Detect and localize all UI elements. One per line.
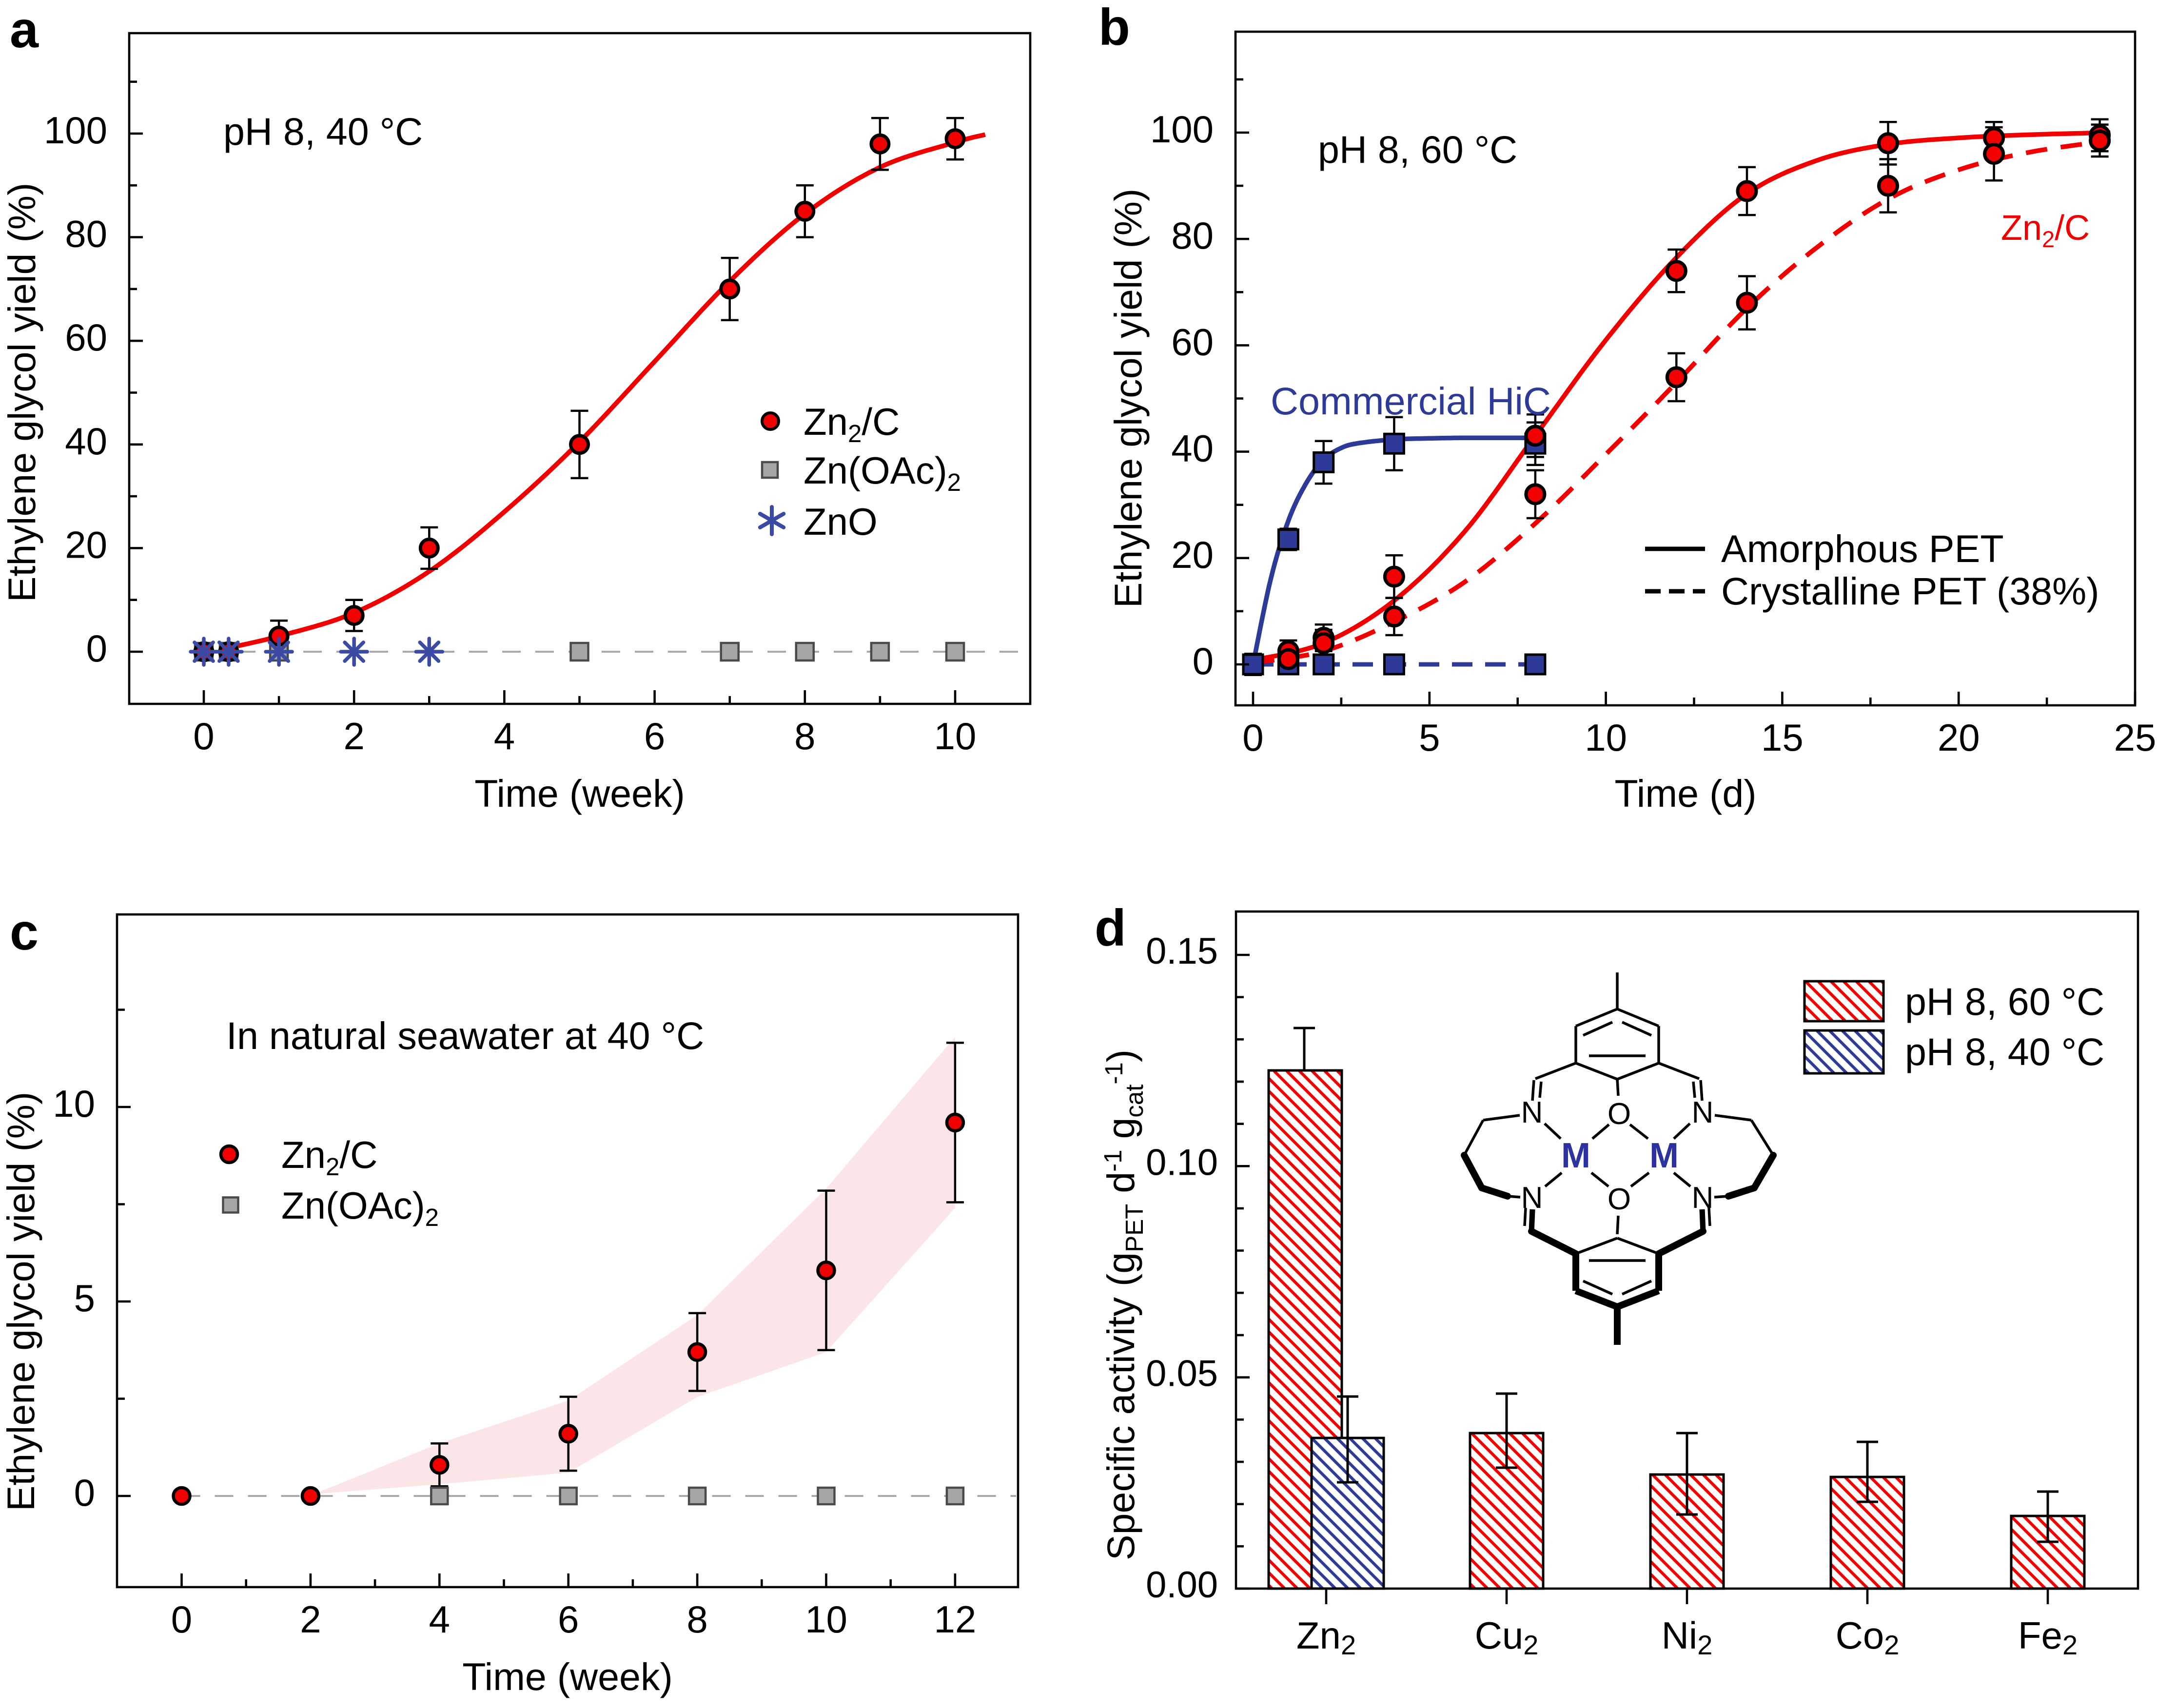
svg-text:Time (week): Time (week) — [474, 772, 685, 815]
svg-text:10: 10 — [805, 1598, 847, 1641]
svg-text:0: 0 — [1193, 640, 1214, 682]
svg-text:15: 15 — [1761, 716, 1804, 759]
svg-text:25: 25 — [2114, 716, 2157, 759]
svg-text:Ethylene glycol yield (%): Ethylene glycol yield (%) — [1106, 189, 1150, 608]
svg-text:Zn2/C: Zn2/C — [804, 400, 900, 447]
svg-text:a: a — [10, 1, 39, 58]
svg-text:20: 20 — [65, 523, 107, 566]
svg-text:Crystalline PET (38%): Crystalline PET (38%) — [1721, 569, 2099, 613]
svg-text:0: 0 — [171, 1598, 192, 1641]
svg-text:0.10: 0.10 — [1146, 1142, 1218, 1183]
svg-text:60: 60 — [1171, 320, 1214, 363]
svg-text:40: 40 — [1171, 427, 1214, 470]
svg-text:10: 10 — [1585, 716, 1627, 759]
svg-text:Co2: Co2 — [1836, 1614, 1900, 1660]
svg-text:c: c — [10, 903, 39, 961]
svg-text:8: 8 — [686, 1598, 707, 1641]
svg-text:Specific activity (gPET d-1 gc: Specific activity (gPET d-1 gcat-1) — [1099, 1049, 1148, 1560]
svg-text:0: 0 — [86, 627, 107, 670]
svg-text:8: 8 — [794, 715, 815, 757]
svg-text:100: 100 — [44, 109, 107, 152]
svg-text:0: 0 — [193, 715, 214, 757]
svg-text:12: 12 — [934, 1598, 977, 1641]
svg-text:pH 8, 60 °C: pH 8, 60 °C — [1318, 128, 1517, 171]
svg-text:0.05: 0.05 — [1146, 1353, 1218, 1395]
svg-text:80: 80 — [1171, 214, 1214, 257]
svg-text:Ni2: Ni2 — [1662, 1614, 1713, 1660]
svg-text:0: 0 — [74, 1471, 95, 1514]
svg-text:In natural seawater at 40 °C: In natural seawater at 40 °C — [226, 1014, 704, 1057]
svg-text:Zn2: Zn2 — [1296, 1614, 1356, 1660]
svg-text:60: 60 — [65, 316, 107, 359]
svg-text:Zn2/C: Zn2/C — [2001, 209, 2090, 252]
svg-text:N: N — [1521, 1181, 1543, 1215]
svg-text:M: M — [1561, 1136, 1590, 1175]
svg-text:Zn(OAc)2: Zn(OAc)2 — [281, 1184, 439, 1231]
svg-text:Zn2/C: Zn2/C — [281, 1133, 377, 1181]
svg-text:4: 4 — [429, 1598, 450, 1641]
svg-text:10: 10 — [53, 1082, 95, 1125]
svg-text:Commercial HiC: Commercial HiC — [1271, 379, 1551, 423]
svg-text:6: 6 — [644, 715, 665, 757]
svg-text:N: N — [1692, 1096, 1714, 1129]
svg-text:5: 5 — [74, 1277, 95, 1320]
svg-text:Ethylene glycol yield (%): Ethylene glycol yield (%) — [0, 1092, 42, 1512]
svg-text:O: O — [1608, 1097, 1631, 1131]
svg-text:d: d — [1095, 899, 1126, 957]
svg-text:2: 2 — [344, 715, 365, 757]
svg-text:M: M — [1649, 1136, 1679, 1175]
svg-text:0.15: 0.15 — [1146, 931, 1218, 972]
svg-text:pH 8, 40 °C: pH 8, 40 °C — [1905, 1030, 2104, 1073]
svg-text:ZnO: ZnO — [804, 500, 878, 543]
svg-text:Time (week): Time (week) — [462, 1655, 673, 1698]
svg-text:40: 40 — [65, 420, 107, 463]
svg-text:0.00: 0.00 — [1146, 1564, 1218, 1606]
svg-text:100: 100 — [1150, 108, 1214, 151]
svg-text:Zn(OAc)2: Zn(OAc)2 — [804, 449, 961, 496]
svg-text:N: N — [1521, 1096, 1543, 1129]
svg-text:5: 5 — [1419, 716, 1440, 759]
svg-text:Time (d): Time (d) — [1614, 772, 1756, 815]
svg-text:pH 8, 60 °C: pH 8, 60 °C — [1905, 980, 2104, 1023]
svg-text:Fe2: Fe2 — [2018, 1614, 2078, 1660]
svg-text:20: 20 — [1171, 533, 1214, 576]
svg-text:Cu2: Cu2 — [1475, 1614, 1539, 1660]
svg-text:pH 8, 40 °C: pH 8, 40 °C — [223, 110, 423, 153]
svg-text:10: 10 — [934, 715, 977, 757]
svg-text:0: 0 — [1242, 716, 1263, 759]
svg-text:80: 80 — [65, 213, 107, 255]
svg-text:b: b — [1098, 0, 1130, 56]
svg-text:N: N — [1692, 1181, 1714, 1215]
svg-text:2: 2 — [300, 1598, 321, 1641]
svg-text:20: 20 — [1938, 716, 1980, 759]
svg-text:Ethylene glycol yield (%): Ethylene glycol yield (%) — [0, 183, 43, 602]
svg-text:O: O — [1608, 1183, 1631, 1216]
svg-text:Amorphous PET: Amorphous PET — [1721, 527, 2004, 570]
svg-text:6: 6 — [558, 1598, 579, 1641]
svg-text:4: 4 — [494, 715, 515, 757]
